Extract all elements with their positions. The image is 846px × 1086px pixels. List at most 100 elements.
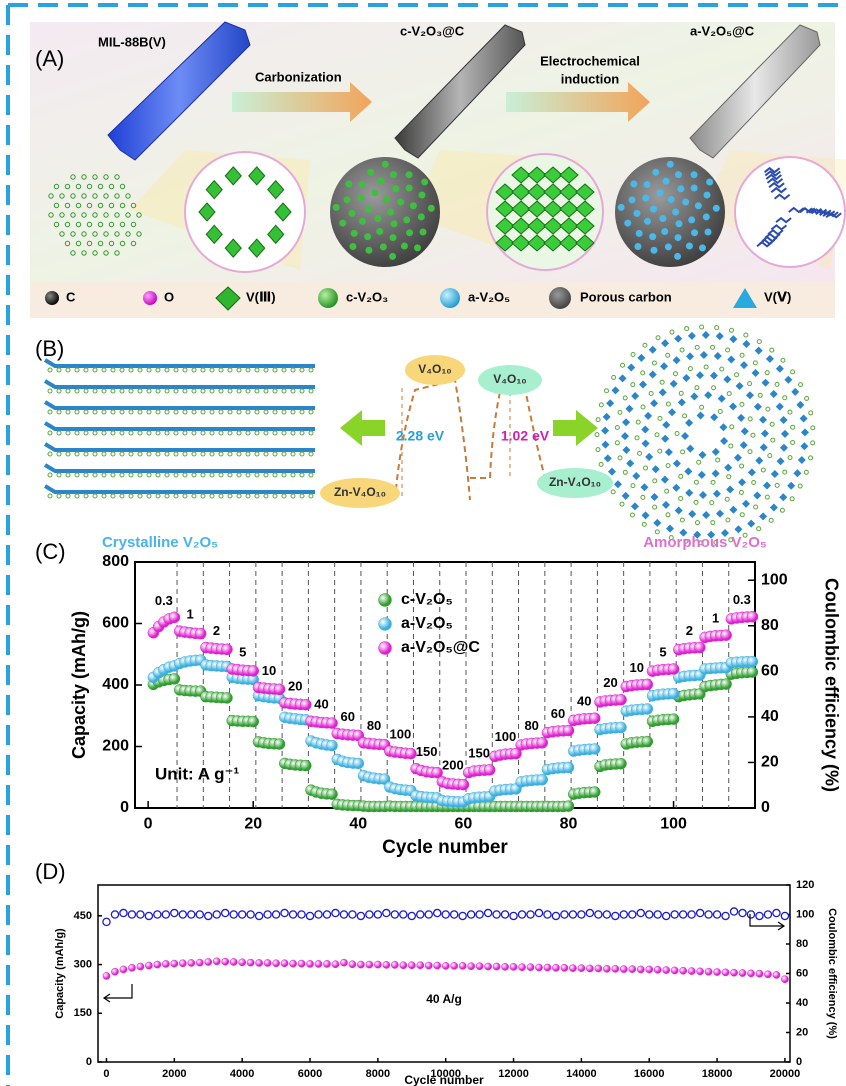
data-point [747,970,754,977]
ion [681,450,685,454]
ion [183,389,187,393]
pore [665,243,672,250]
ion [635,436,639,440]
ion [666,402,670,406]
ion [727,392,731,396]
polyhedron [661,435,669,443]
y2-tick-label: 120 [796,879,814,891]
label: Electrochemical [540,53,640,68]
ion [599,462,603,466]
ion [740,513,744,517]
ion [156,431,160,435]
polyhedron [649,370,657,378]
lattice-row [45,423,315,429]
ion [174,368,178,372]
data-point [620,911,627,918]
ion [246,410,250,414]
polyhedron [779,493,787,501]
polyhedron [632,472,640,480]
y-tick-label: 0 [120,799,129,816]
x-tick-label: 6000 [298,1068,322,1080]
polyhedron [759,512,767,520]
ion [630,513,634,517]
ion [138,494,142,498]
ion [255,389,259,393]
data-point [391,911,398,918]
polyhedron [642,511,650,519]
ion [57,368,61,372]
pore [378,178,385,185]
pore [414,244,421,251]
data-point [425,911,432,918]
page: {"panel_labels": ["(A)", "(B)", "(C)", "… [0,0,846,1086]
ion [300,389,304,393]
polyhedron [652,465,660,473]
ion [183,452,187,456]
rate-label: 150 [468,745,490,760]
y2-tick-label: 20 [761,754,779,771]
ion [704,365,708,369]
data-point [374,911,381,918]
polyhedron [762,379,770,387]
data-point [120,909,127,916]
ion [631,383,635,387]
ion [48,410,52,414]
polyhedron [690,392,698,400]
ion [228,452,232,456]
ion [147,452,151,456]
ion [237,389,241,393]
ion [210,494,214,498]
carbon-sphere [615,157,725,267]
pore [419,229,426,236]
data-point [730,908,737,915]
pore [674,253,681,260]
data-point [773,971,780,978]
data-point [501,963,508,970]
ion [93,368,97,372]
ion [685,327,689,331]
ion [694,500,698,504]
ion [75,452,79,456]
ion [219,494,223,498]
polyhedron [622,492,630,500]
ion [712,386,716,390]
rate-label: 10 [262,663,276,678]
data-point [459,912,466,919]
pore [652,169,659,176]
polyhedron [644,412,652,420]
pore [628,196,635,203]
data-point [721,630,732,641]
ion [255,452,259,456]
ion [57,452,61,456]
ion [174,494,178,498]
data-point [721,679,732,690]
data-point [493,911,500,918]
rate-label: 20 [603,675,617,690]
x-tick-label: 14000 [566,1068,597,1080]
ion [228,494,232,498]
y2-axis-label: Coulombic efficiency (%) [826,908,838,1039]
ion [219,389,223,393]
label: a-V₂O₅@C [690,23,755,38]
y-tick-label: 200 [102,738,129,755]
ion [192,431,196,435]
ion [751,433,755,437]
ion [75,389,79,393]
ion [282,431,286,435]
pore [704,229,711,236]
data-point [230,958,237,965]
polyhedron [684,467,692,475]
polyhedron [627,363,635,371]
polyhedron [622,418,630,426]
data-point [722,912,729,919]
y2-tick-label: 60 [761,663,779,680]
pore [357,194,364,201]
data-point [668,714,679,725]
polyhedron [777,457,785,465]
state-label: Zn-V₄O₁₀ [334,485,386,499]
ion [147,473,151,477]
rate-label: 1 [187,607,194,622]
ion [618,456,622,460]
ion [147,410,151,414]
ion [111,452,115,456]
